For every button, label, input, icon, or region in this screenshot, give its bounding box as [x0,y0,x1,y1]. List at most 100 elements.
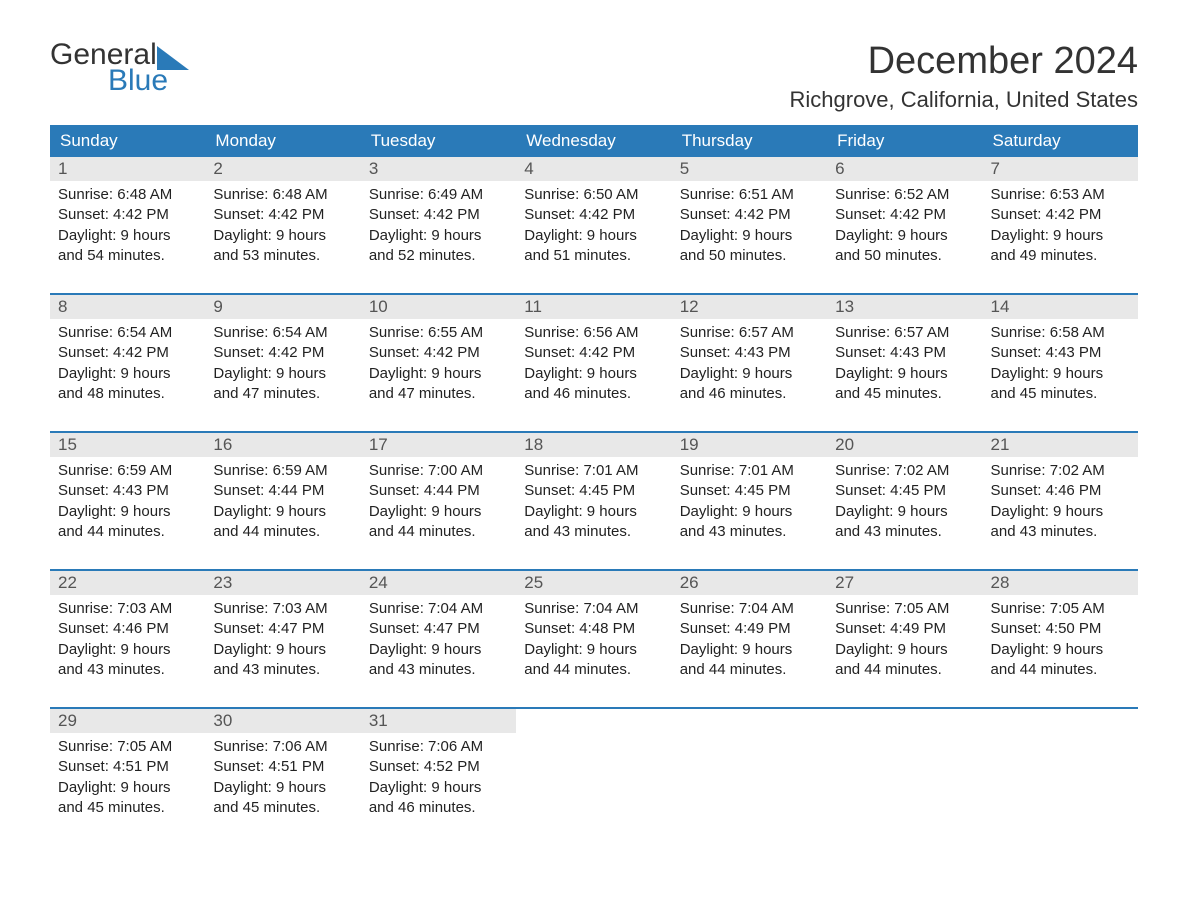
daylight-text-1: Daylight: 9 hours [524,502,663,522]
daylight-text-2: and 45 minutes. [213,798,352,818]
day-cell: 22Sunrise: 7:03 AMSunset: 4:46 PMDayligh… [50,571,205,691]
sunrise-text: Sunrise: 6:48 AM [213,185,352,205]
day-number: 11 [516,295,671,319]
day-header-tuesday: Tuesday [361,125,516,157]
daylight-text-1: Daylight: 9 hours [369,226,508,246]
day-header-monday: Monday [205,125,360,157]
day-number: 20 [827,433,982,457]
sunrise-text: Sunrise: 6:59 AM [58,461,197,481]
daylight-text-2: and 43 minutes. [680,522,819,542]
daylight-text-2: and 43 minutes. [524,522,663,542]
sunrise-text: Sunrise: 7:06 AM [369,737,508,757]
daylight-text-2: and 45 minutes. [991,384,1130,404]
sunset-text: Sunset: 4:52 PM [369,757,508,777]
day-content: Sunrise: 7:05 AMSunset: 4:50 PMDaylight:… [983,595,1138,684]
day-content: Sunrise: 7:06 AMSunset: 4:51 PMDaylight:… [205,733,360,822]
day-number: 15 [50,433,205,457]
sunset-text: Sunset: 4:49 PM [835,619,974,639]
day-content: Sunrise: 7:02 AMSunset: 4:45 PMDaylight:… [827,457,982,546]
daylight-text-1: Daylight: 9 hours [835,226,974,246]
sunset-text: Sunset: 4:42 PM [524,205,663,225]
day-content: Sunrise: 6:53 AMSunset: 4:42 PMDaylight:… [983,181,1138,270]
day-cell: 27Sunrise: 7:05 AMSunset: 4:49 PMDayligh… [827,571,982,691]
daylight-text-2: and 46 minutes. [524,384,663,404]
day-number: 26 [672,571,827,595]
sunrise-text: Sunrise: 6:50 AM [524,185,663,205]
daylight-text-1: Daylight: 9 hours [213,640,352,660]
logo-text: General Blue [50,40,189,96]
day-number: 31 [361,709,516,733]
day-number: 25 [516,571,671,595]
daylight-text-2: and 45 minutes. [835,384,974,404]
sunrise-text: Sunrise: 7:04 AM [524,599,663,619]
daylight-text-2: and 44 minutes. [58,522,197,542]
day-content: Sunrise: 6:59 AMSunset: 4:44 PMDaylight:… [205,457,360,546]
sunrise-text: Sunrise: 7:06 AM [213,737,352,757]
daylight-text-2: and 45 minutes. [58,798,197,818]
sunset-text: Sunset: 4:46 PM [991,481,1130,501]
day-content: Sunrise: 6:51 AMSunset: 4:42 PMDaylight:… [672,181,827,270]
sunset-text: Sunset: 4:42 PM [369,205,508,225]
daylight-text-1: Daylight: 9 hours [524,640,663,660]
sunset-text: Sunset: 4:44 PM [213,481,352,501]
day-content: Sunrise: 6:58 AMSunset: 4:43 PMDaylight:… [983,319,1138,408]
sunset-text: Sunset: 4:45 PM [835,481,974,501]
day-cell: 19Sunrise: 7:01 AMSunset: 4:45 PMDayligh… [672,433,827,553]
day-cell: 31Sunrise: 7:06 AMSunset: 4:52 PMDayligh… [361,709,516,829]
daylight-text-1: Daylight: 9 hours [835,640,974,660]
sunset-text: Sunset: 4:45 PM [524,481,663,501]
sunrise-text: Sunrise: 6:59 AM [213,461,352,481]
day-cell: 7Sunrise: 6:53 AMSunset: 4:42 PMDaylight… [983,157,1138,277]
day-content: Sunrise: 6:50 AMSunset: 4:42 PMDaylight:… [516,181,671,270]
sunrise-text: Sunrise: 7:05 AM [58,737,197,757]
daylight-text-1: Daylight: 9 hours [58,640,197,660]
sunset-text: Sunset: 4:51 PM [213,757,352,777]
daylight-text-1: Daylight: 9 hours [835,364,974,384]
sunset-text: Sunset: 4:48 PM [524,619,663,639]
week-row: 1Sunrise: 6:48 AMSunset: 4:42 PMDaylight… [50,157,1138,277]
daylight-text-2: and 46 minutes. [369,798,508,818]
week-row: 22Sunrise: 7:03 AMSunset: 4:46 PMDayligh… [50,569,1138,691]
day-number: 28 [983,571,1138,595]
daylight-text-2: and 44 minutes. [680,660,819,680]
header: General Blue December 2024 Richgrove, Ca… [50,40,1138,113]
day-header-friday: Friday [827,125,982,157]
daylight-text-2: and 44 minutes. [213,522,352,542]
daylight-text-1: Daylight: 9 hours [991,364,1130,384]
sunset-text: Sunset: 4:46 PM [58,619,197,639]
day-header-sunday: Sunday [50,125,205,157]
logo-triangle-icon [157,46,189,70]
day-number: 2 [205,157,360,181]
daylight-text-2: and 44 minutes. [369,522,508,542]
day-number: 19 [672,433,827,457]
daylight-text-1: Daylight: 9 hours [58,226,197,246]
day-number: 16 [205,433,360,457]
day-content: Sunrise: 7:04 AMSunset: 4:48 PMDaylight:… [516,595,671,684]
daylight-text-2: and 47 minutes. [213,384,352,404]
day-number: 1 [50,157,205,181]
day-number: 13 [827,295,982,319]
sunset-text: Sunset: 4:42 PM [213,205,352,225]
day-cell: 14Sunrise: 6:58 AMSunset: 4:43 PMDayligh… [983,295,1138,415]
logo-blue-text: Blue [108,66,189,96]
day-number: 10 [361,295,516,319]
day-cell: 4Sunrise: 6:50 AMSunset: 4:42 PMDaylight… [516,157,671,277]
day-content: Sunrise: 7:01 AMSunset: 4:45 PMDaylight:… [516,457,671,546]
day-content: Sunrise: 6:59 AMSunset: 4:43 PMDaylight:… [50,457,205,546]
sunset-text: Sunset: 4:43 PM [58,481,197,501]
day-content: Sunrise: 7:04 AMSunset: 4:47 PMDaylight:… [361,595,516,684]
day-cell: 13 Sunrise: 6:57 AMSunset: 4:43 PMDayligh… [827,295,982,415]
sunset-text: Sunset: 4:43 PM [835,343,974,363]
daylight-text-1: Daylight: 9 hours [991,640,1130,660]
day-cell: 5Sunrise: 6:51 AMSunset: 4:42 PMDaylight… [672,157,827,277]
day-number: 7 [983,157,1138,181]
daylight-text-1: Daylight: 9 hours [58,364,197,384]
day-content: Sunrise: 6:56 AMSunset: 4:42 PMDaylight:… [516,319,671,408]
sunset-text: Sunset: 4:42 PM [369,343,508,363]
sunrise-text: Sunrise: 6:57 AM [835,323,974,343]
week-row: 29Sunrise: 7:05 AMSunset: 4:51 PMDayligh… [50,707,1138,829]
day-cell: 8Sunrise: 6:54 AMSunset: 4:42 PMDaylight… [50,295,205,415]
daylight-text-1: Daylight: 9 hours [991,502,1130,522]
day-content: Sunrise: 6:48 AMSunset: 4:42 PMDaylight:… [205,181,360,270]
day-cell: 18Sunrise: 7:01 AMSunset: 4:45 PMDayligh… [516,433,671,553]
